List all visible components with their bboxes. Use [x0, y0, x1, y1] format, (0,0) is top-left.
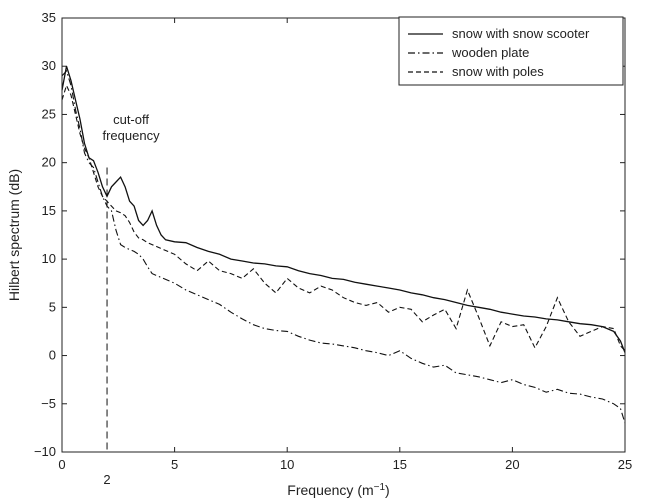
x-tick-label: 5 — [171, 457, 178, 472]
y-tick-label: 0 — [49, 348, 56, 363]
series-layer — [61, 66, 626, 424]
legend-label-3: snow with poles — [452, 64, 544, 79]
y-tick-label: 10 — [42, 251, 56, 266]
y-axis-label: Hilbert spectrum (dB) — [6, 169, 22, 301]
legend-box — [398, 16, 624, 86]
y-tick-label: 25 — [42, 106, 56, 121]
cutoff-annotation-line: frequency — [102, 128, 160, 143]
x-tick-label: 0 — [58, 457, 65, 472]
legend: snow with snow scooter wooden plate snow w… — [398, 16, 624, 86]
legend-label-2: wooden plate — [451, 45, 529, 60]
y-tick-label: 20 — [42, 155, 56, 170]
y-tick-label: 15 — [42, 203, 56, 218]
x-axis-label-close: ) — [385, 482, 390, 498]
x-axis-label: Frequency (m−1) — [287, 482, 389, 499]
y-tick-label: 30 — [42, 58, 56, 73]
y-tick-label: 5 — [49, 299, 56, 314]
y-tick-label: 35 — [42, 10, 56, 25]
axis-ticks: 0 5 10 15 20 25 −10 −5 0 5 10 15 20 25 30 35 — [34, 10, 632, 472]
series-line-2 — [61, 69, 626, 424]
series-line-1 — [61, 66, 626, 353]
cutoff-x-label: 2 — [103, 472, 110, 487]
x-tick-label: 20 — [505, 457, 519, 472]
x-tick-label: 10 — [280, 457, 294, 472]
x-axis-label-text: Frequency (m — [287, 482, 373, 498]
x-tick-label: 15 — [393, 457, 407, 472]
plot-frame — [61, 17, 626, 453]
y-tick-label: −10 — [34, 444, 56, 459]
legend-label-1: snow with snow scooter — [452, 26, 590, 41]
x-axis-label-superscript: −1 — [374, 482, 386, 493]
cutoff-annotation-line: cut-off — [113, 112, 149, 127]
y-tick-label: −5 — [41, 396, 56, 411]
x-tick-label: 25 — [618, 457, 632, 472]
